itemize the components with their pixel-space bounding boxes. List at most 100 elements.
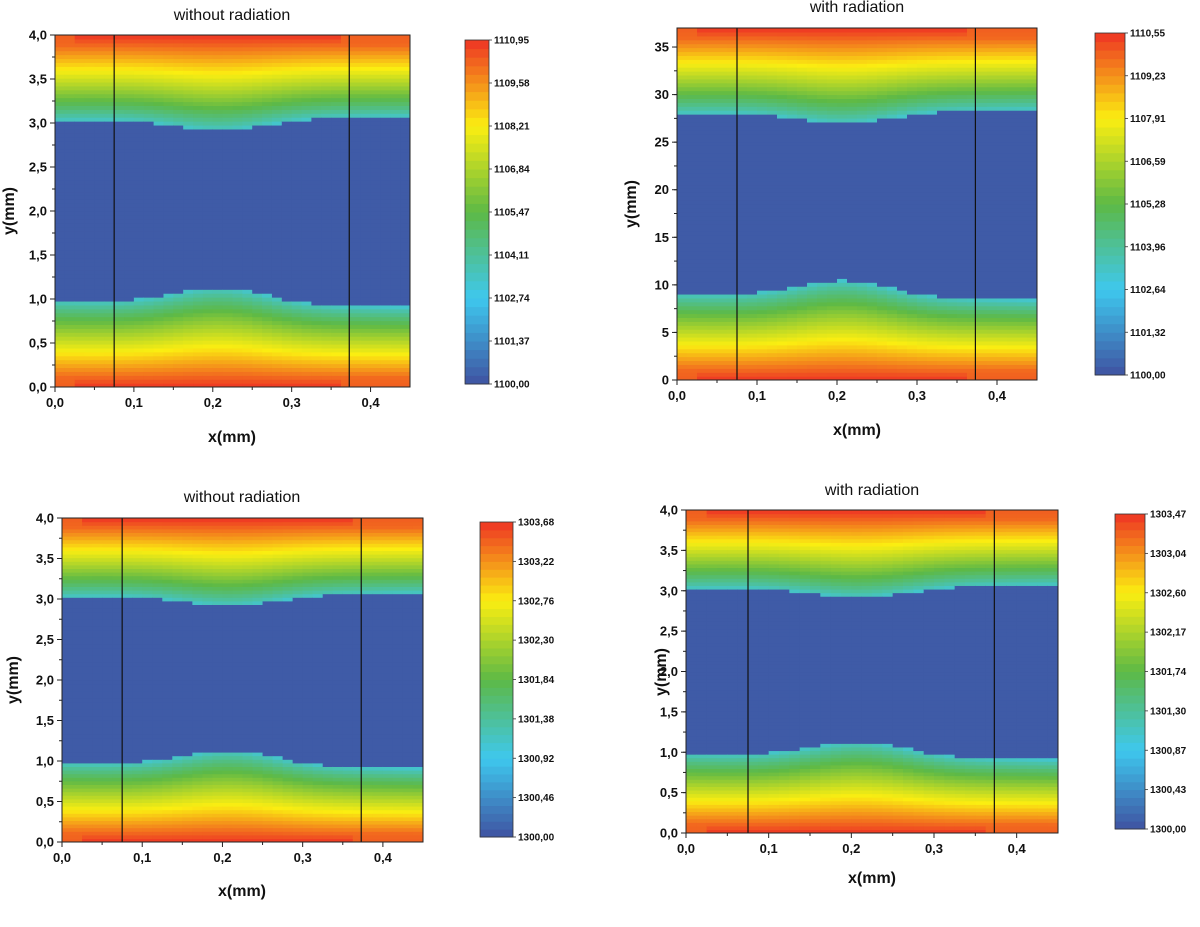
contour-cell: [124, 269, 135, 275]
contour-cell: [173, 35, 184, 40]
contour-cell: [262, 269, 273, 275]
contour-cell: [252, 363, 263, 369]
contour-cell: [807, 329, 818, 334]
contour-cell: [124, 35, 135, 40]
contour-cell: [360, 179, 372, 185]
contour-cell: [163, 121, 174, 126]
contour-cell: [114, 35, 125, 40]
contour-cell: [400, 211, 410, 216]
contour-cell: [133, 285, 145, 290]
contour-cell: [281, 54, 293, 60]
contour-cell: [252, 238, 263, 243]
contour-cell: [104, 70, 115, 75]
contour-cell: [331, 324, 342, 329]
contour-cell: [697, 125, 708, 131]
contour-cell: [104, 113, 115, 118]
contour-cell: [350, 171, 362, 177]
contour-cell: [281, 359, 293, 365]
contour-cell: [143, 265, 155, 271]
contour-cell: [817, 313, 828, 319]
contour-cell: [133, 289, 145, 294]
contour-cell: [747, 117, 758, 123]
contour-cell: [242, 89, 253, 95]
contour-cell: [242, 121, 253, 126]
contour-cell: [697, 172, 708, 178]
contour-cell: [767, 356, 778, 362]
contour-cell: [242, 226, 253, 232]
contour-cell: [321, 199, 332, 204]
contour-cell: [84, 191, 96, 196]
contour-cell: [797, 82, 808, 88]
contour-cell: [717, 211, 728, 217]
contour-cell: [727, 262, 738, 268]
contour-cell: [817, 184, 828, 189]
contour-cell: [767, 254, 778, 260]
contour-cell: [153, 246, 165, 251]
contour-cell: [143, 332, 155, 337]
contour-cell: [677, 67, 688, 72]
contour-cell: [232, 105, 243, 110]
contour-cell: [242, 363, 253, 369]
contour-cell: [340, 371, 352, 376]
contour-cell: [153, 199, 165, 204]
contour-cell: [827, 74, 838, 80]
contour-cell: [262, 218, 273, 224]
contour-cell: [55, 89, 66, 95]
y-tick-label: 0,5: [29, 336, 47, 351]
contour-cell: [133, 179, 145, 185]
contour-cell: [153, 74, 165, 79]
contour-cell: [370, 379, 382, 384]
contour-cell: [163, 35, 174, 40]
contour-cell: [677, 282, 688, 287]
contour-cell: [252, 343, 263, 349]
contour-cell: [370, 160, 382, 165]
contour-cell: [380, 78, 391, 83]
contour-cell: [232, 343, 243, 349]
contour-cell: [74, 152, 86, 157]
contour-cell: [817, 153, 828, 158]
contour-cell: [301, 152, 312, 157]
contour-cell: [737, 47, 748, 53]
contour-cell: [55, 171, 66, 177]
contour-cell: [193, 62, 204, 67]
contour-cell: [232, 289, 243, 294]
contour-cell: [183, 281, 194, 286]
contour-cell: [400, 175, 410, 181]
contour-cell: [281, 42, 293, 48]
contour-cell: [370, 234, 382, 239]
contour-cell: [390, 211, 401, 216]
contour-cell: [74, 250, 86, 255]
contour-cell: [124, 281, 135, 286]
contour-cell: [291, 93, 303, 99]
contour-cell: [747, 290, 758, 295]
contour-cell: [717, 227, 728, 232]
contour-cell: [55, 179, 66, 185]
contour-cell: [114, 58, 125, 63]
contour-cell: [807, 55, 818, 60]
contour-cell: [281, 351, 293, 357]
colorbar-band: [465, 298, 489, 308]
contour-cell: [55, 42, 66, 48]
contour-cell: [252, 46, 263, 52]
contour-cell: [380, 261, 391, 267]
contour-cell: [252, 62, 263, 67]
contour-cell: [707, 90, 718, 96]
contour-cell: [153, 93, 165, 99]
contour-cell: [173, 50, 184, 56]
contour-cell: [390, 261, 401, 267]
contour-cell: [350, 347, 362, 353]
contour-cell: [84, 211, 96, 216]
contour-cell: [747, 321, 758, 326]
contour-cell: [757, 254, 768, 260]
contour-cell: [153, 140, 165, 146]
contour-cell: [104, 121, 115, 126]
contour-cell: [370, 375, 382, 380]
contour-cell: [727, 137, 738, 143]
contour-cell: [707, 74, 718, 80]
contour-cell: [133, 35, 145, 40]
contour-cell: [143, 132, 155, 138]
contour-cell: [747, 235, 758, 240]
contour-cell: [797, 184, 808, 189]
contour-cell: [55, 74, 66, 79]
contour-cell: [55, 230, 66, 236]
